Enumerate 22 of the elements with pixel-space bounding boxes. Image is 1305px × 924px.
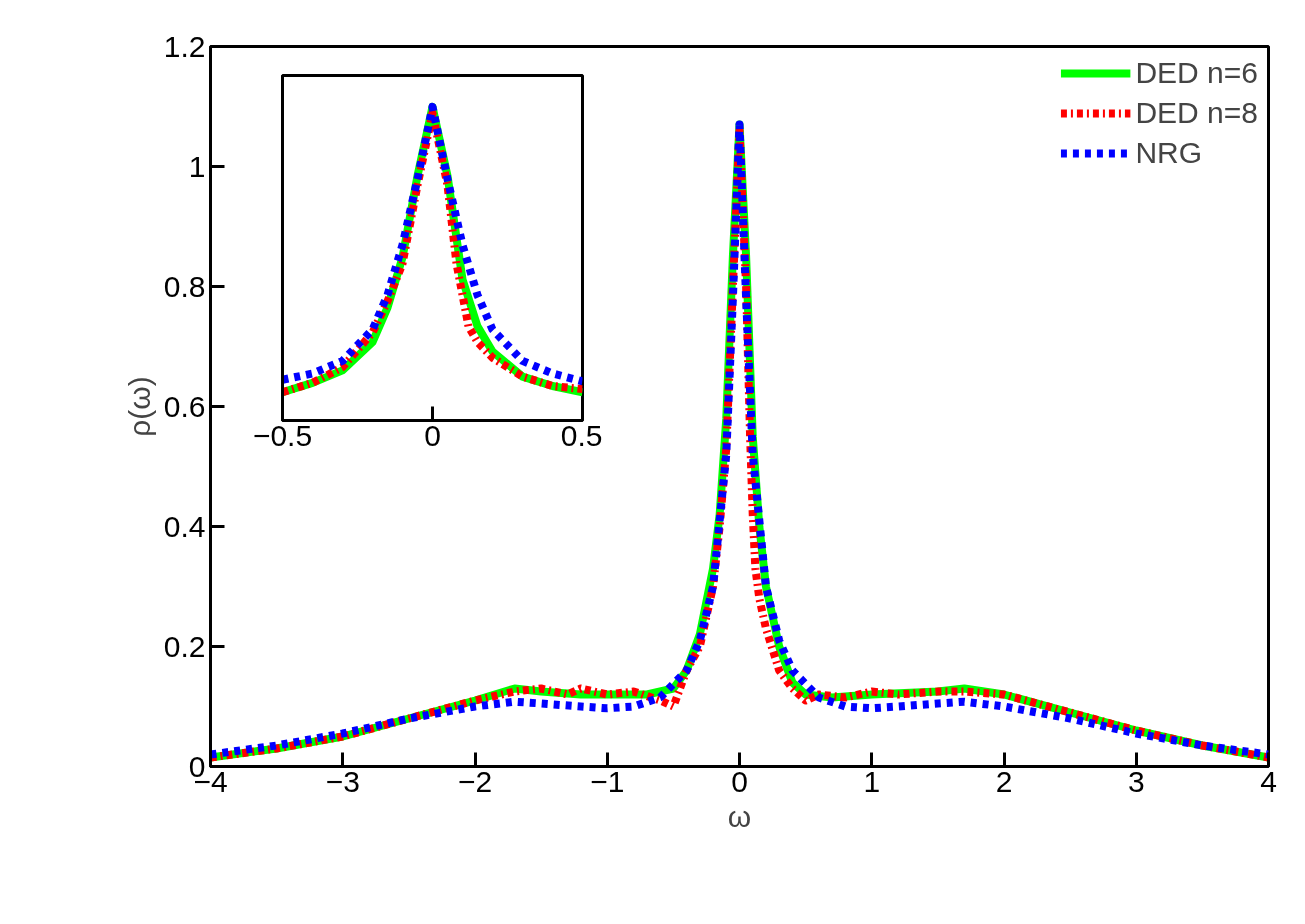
x-tick-label: 0	[731, 764, 748, 798]
x-tick-label: −0.5	[252, 418, 313, 452]
x-axis-title: ω	[727, 799, 752, 833]
x-tick-label: 4	[1260, 764, 1277, 798]
x-tick-label: 0	[424, 418, 441, 452]
y-tick-label: 1.2	[163, 29, 206, 63]
y-tick-label: 0.4	[163, 509, 206, 543]
x-tick-label: 0.5	[560, 418, 603, 452]
y-axis-title: ρ(ω)	[122, 376, 156, 437]
y-tick-label: 1	[188, 149, 206, 183]
y-tick-label: 0.8	[163, 269, 206, 303]
legend-label: NRG	[1135, 136, 1203, 170]
x-tick-label: 2	[995, 764, 1013, 798]
x-tick-label: 1	[863, 764, 881, 798]
x-tick-label: −2	[457, 764, 493, 798]
legend-label: DED n=6	[1135, 56, 1258, 90]
x-tick-label: −1	[590, 764, 625, 798]
x-tick-label: 3	[1127, 764, 1145, 798]
y-tick-label: 0.6	[163, 389, 206, 423]
x-tick-label: −3	[325, 764, 360, 798]
legend-label: DED n=8	[1135, 96, 1258, 130]
y-tick-label: 0.2	[163, 629, 206, 663]
